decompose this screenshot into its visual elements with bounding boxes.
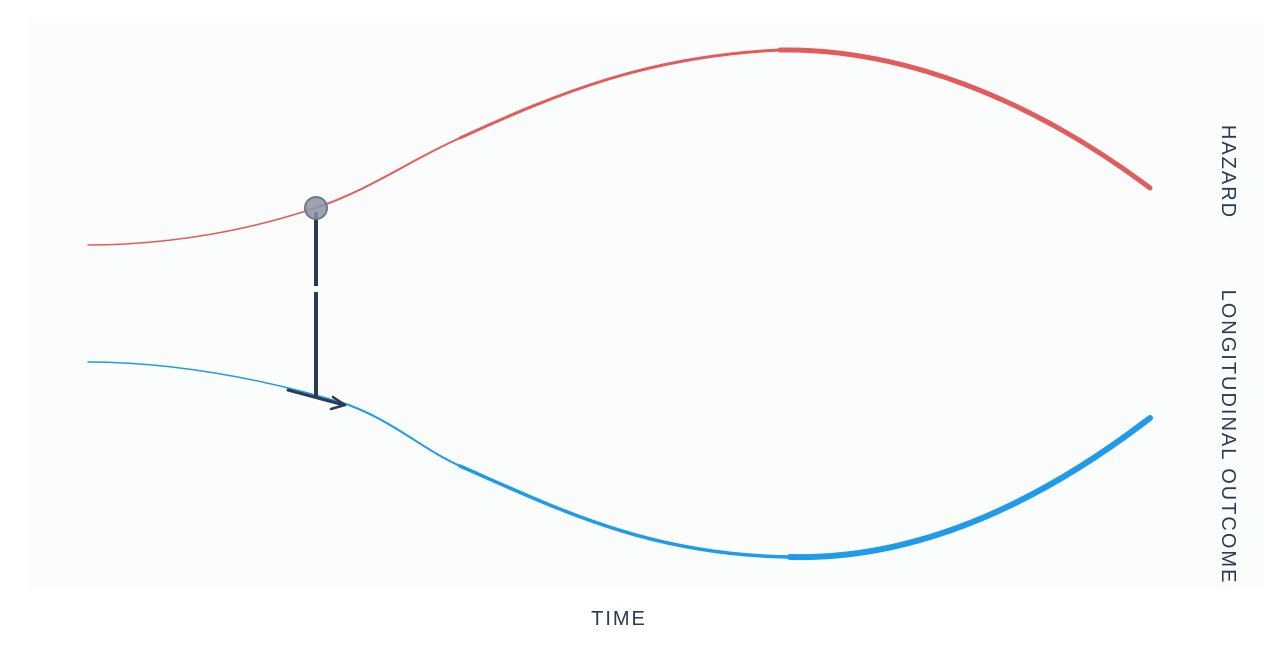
diagram-panel [28, 18, 1264, 588]
hazard-curve-segment-4 [777, 47, 1153, 191]
outcome-curve-segment-1 [87, 361, 341, 403]
outcome-label: LONGITUDINAL OUTCOME [1217, 290, 1239, 585]
tangent-arrow-shaft [286, 388, 346, 407]
outcome-curve-segment-4 [787, 415, 1153, 561]
hazard-curve-segment-2 [314, 137, 461, 209]
hazard-point-marker [304, 196, 328, 220]
hazard-label: HAZARD [1217, 125, 1239, 219]
x-axis-label: TIME [591, 608, 647, 630]
outcome-curve-segment-2 [339, 401, 461, 467]
hazard-curve [87, 47, 1153, 246]
hazard-curve-segment-3 [458, 48, 782, 140]
hazard-curve-segment-1 [87, 207, 316, 246]
tangent-arrow-head [329, 395, 347, 411]
association-connector [286, 212, 347, 411]
outcome-curve-segment-3 [458, 464, 792, 559]
outcome-curve [87, 361, 1153, 561]
